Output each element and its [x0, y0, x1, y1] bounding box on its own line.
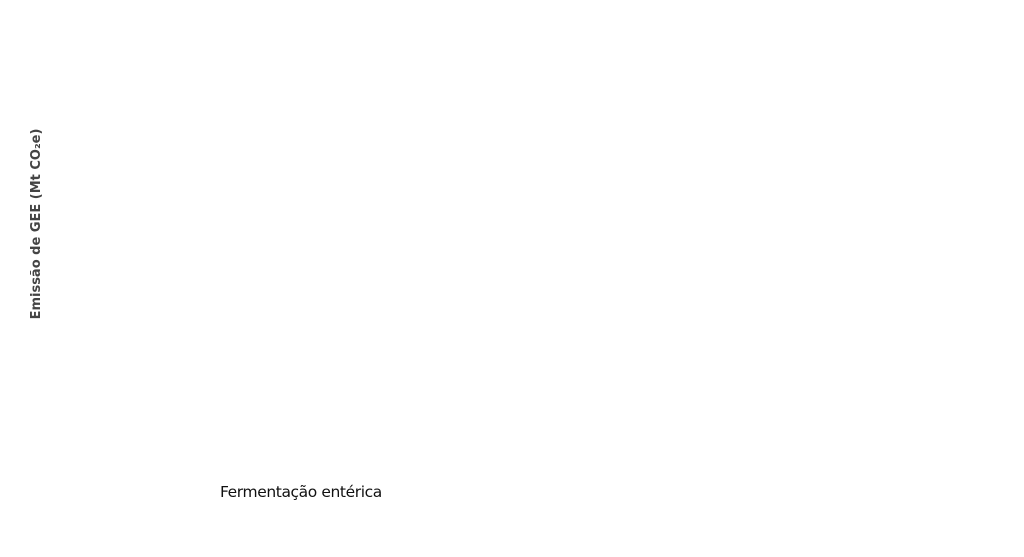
legend-label: Fermentação entérica [220, 483, 382, 501]
legend-item-fermentacao: Fermentação entérica [196, 483, 523, 502]
legend-swatch-fermentacao-icon [196, 483, 215, 502]
y-axis-label: Emissão de GEE (Mt CO₂e) [29, 129, 44, 320]
legend: Fermentação entérica [196, 478, 916, 506]
stacked-area-chart: Emissão de GEE (Mt CO₂e) [29, 129, 44, 320]
legend-row-1: Fermentação entérica [196, 478, 916, 506]
